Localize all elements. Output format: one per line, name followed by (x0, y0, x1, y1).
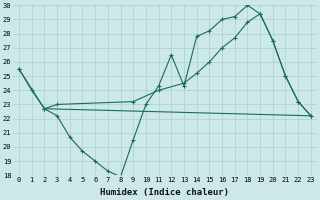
X-axis label: Humidex (Indice chaleur): Humidex (Indice chaleur) (100, 188, 229, 197)
